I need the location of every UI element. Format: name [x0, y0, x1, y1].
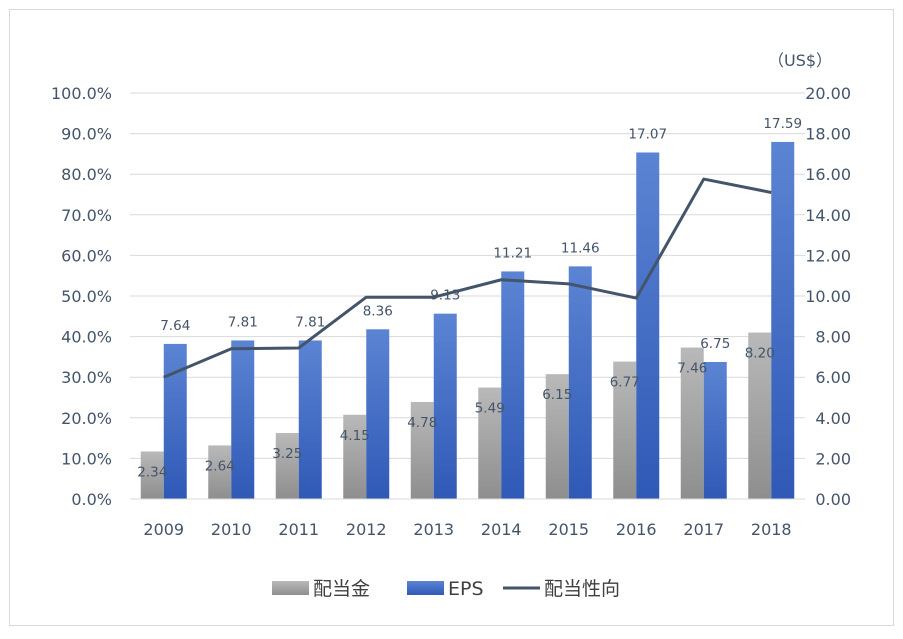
legend-swatch — [407, 581, 444, 595]
x-axis-tick-label: 2017 — [683, 520, 724, 539]
x-axis-tick-label: 2009 — [143, 520, 184, 539]
eps-data-label: 17.07 — [628, 126, 667, 142]
left-axis-tick-label: 30.0% — [61, 368, 112, 387]
eps-data-label: 9.13 — [430, 288, 460, 304]
x-axis-tick-label: 2010 — [211, 520, 252, 539]
dividend-data-label: 8.20 — [745, 346, 775, 362]
legend-label: EPS — [448, 578, 484, 600]
eps-data-label: 17.59 — [763, 116, 802, 132]
right-axis-tick-label: 12.00 — [805, 246, 851, 265]
left-axis-tick-label: 50.0% — [61, 287, 112, 306]
dividend-data-label: 2.34 — [137, 464, 167, 480]
dividend-data-label: 4.15 — [340, 428, 370, 444]
x-axis-tick-label: 2014 — [481, 520, 522, 539]
dividend-data-label: 7.46 — [677, 361, 707, 377]
eps-data-label: 11.21 — [493, 245, 532, 261]
eps-bar — [704, 362, 727, 499]
x-axis-tick-label: 2011 — [278, 520, 319, 539]
x-axis-tick-label: 2018 — [751, 520, 792, 539]
right-axis-tick-label: 0.00 — [815, 490, 851, 509]
right-axis-tick-label: 8.00 — [815, 328, 851, 347]
dividend-data-label: 2.64 — [205, 458, 235, 474]
left-axis-tick-label: 20.0% — [61, 409, 112, 428]
eps-bar — [231, 340, 254, 499]
x-axis-tick-label: 2015 — [548, 520, 589, 539]
legend-swatch — [272, 581, 309, 595]
left-axis-tick-label: 100.0% — [51, 84, 112, 103]
eps-data-label: 7.64 — [160, 318, 190, 334]
eps-bar — [299, 340, 322, 499]
dividend-data-label: 6.15 — [542, 387, 572, 403]
right-axis-tick-label: 10.00 — [805, 287, 851, 306]
eps-data-label: 7.81 — [295, 314, 325, 330]
dividend-data-label: 5.49 — [475, 401, 505, 417]
eps-bar — [366, 329, 389, 499]
right-axis-tick-label: 6.00 — [815, 368, 851, 387]
left-axis-tick-label: 70.0% — [61, 206, 112, 225]
eps-bar — [636, 152, 659, 499]
eps-data-label: 8.36 — [363, 303, 393, 319]
right-axis-tick-label: 4.00 — [815, 409, 851, 428]
dividend-bar — [276, 433, 299, 499]
eps-bar — [569, 266, 592, 499]
eps-data-label: 11.46 — [561, 240, 600, 256]
x-axis-tick-label: 2013 — [413, 520, 454, 539]
right-axis-tick-label: 14.00 — [805, 206, 851, 225]
left-axis-tick-label: 0.0% — [71, 490, 112, 509]
right-axis-unit: （US$） — [768, 51, 832, 70]
x-axis-tick-label: 2016 — [616, 520, 657, 539]
left-axis-tick-label: 40.0% — [61, 328, 112, 347]
right-axis-tick-label: 16.00 — [805, 165, 851, 184]
eps-bar — [501, 271, 524, 499]
legend-label: 配当性向 — [544, 578, 620, 600]
right-axis-tick-label: 2.00 — [815, 449, 851, 468]
left-axis-tick-label: 90.0% — [61, 125, 112, 144]
left-axis-tick-label: 60.0% — [61, 246, 112, 265]
eps-bar — [434, 314, 457, 499]
eps-bar — [771, 142, 794, 499]
x-axis-tick-label: 2012 — [346, 520, 387, 539]
dividend-data-label: 4.78 — [407, 415, 437, 431]
legend-label: 配当金 — [313, 578, 370, 600]
eps-data-label: 6.75 — [700, 336, 730, 352]
left-axis-tick-label: 80.0% — [61, 165, 112, 184]
right-axis-tick-label: 20.00 — [805, 84, 851, 103]
left-axis-tick-label: 10.0% — [61, 449, 112, 468]
dividend-data-label: 3.25 — [272, 446, 302, 462]
eps-data-label: 7.81 — [228, 314, 258, 330]
right-axis-tick-label: 18.00 — [805, 125, 851, 144]
dividend-data-label: 6.77 — [610, 375, 640, 391]
